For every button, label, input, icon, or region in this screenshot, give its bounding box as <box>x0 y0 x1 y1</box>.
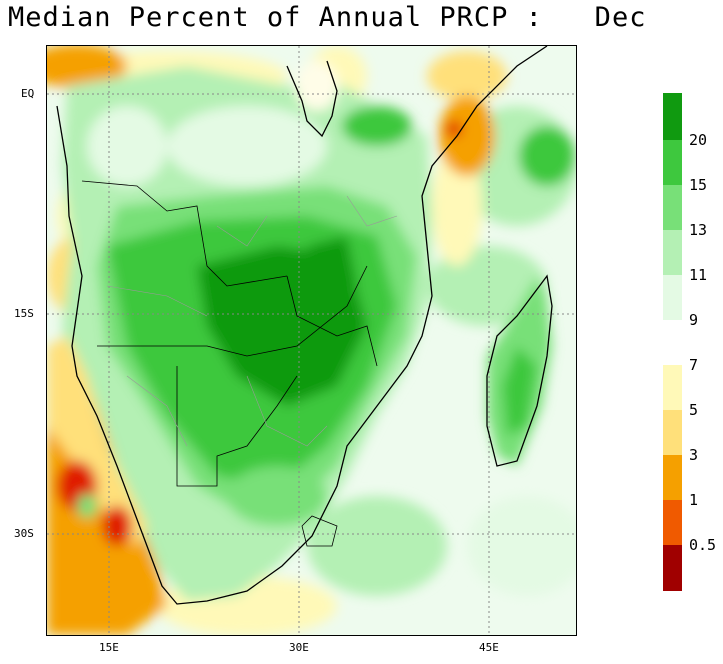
colorbar-label-11: 11 <box>689 266 708 284</box>
colorbar-swatch-11-9 <box>663 275 682 320</box>
colorbar-swatch-1-05 <box>663 500 682 545</box>
colorbar-label-0-5: 0.5 <box>689 536 717 554</box>
colorbar-swatch-15-13 <box>663 185 682 230</box>
lon-label-15e: 15E <box>99 641 119 654</box>
colorbar-label-5: 5 <box>689 401 699 419</box>
colorbar-swatch-13-11 <box>663 230 682 275</box>
colorbar-swatch-7-5 <box>663 365 682 410</box>
colorbar-label-13: 13 <box>689 221 708 239</box>
colorbar-swatch-top <box>663 93 682 140</box>
colorbar-label-9: 9 <box>689 311 699 329</box>
colorbar-swatch-3-1 <box>663 455 682 500</box>
colorbar-label-7: 7 <box>689 356 699 374</box>
colorbar-swatch-20-15 <box>663 140 682 185</box>
colorbar-swatch-5-3 <box>663 410 682 455</box>
coastline <box>56 46 553 605</box>
lat-label-15s: 15S <box>14 307 34 320</box>
colorbar-label-15: 15 <box>689 176 708 194</box>
borders <box>81 180 378 547</box>
lon-label-30e: 30E <box>289 641 309 654</box>
map-title: Median Percent of Annual PRCP : Dec <box>8 2 647 33</box>
internal-borders <box>106 195 398 447</box>
lat-label-eq: EQ <box>21 87 35 100</box>
lat-label-30s: 30S <box>14 527 34 540</box>
colorbar-label-20: 20 <box>689 131 708 149</box>
colorbar-swatch-bottom <box>663 545 682 591</box>
precipitation-map <box>46 45 577 636</box>
lon-label-45e: 45E <box>479 641 499 654</box>
colorbar-label-3: 3 <box>689 446 699 464</box>
colorbar-label-1: 1 <box>689 491 699 509</box>
graticule <box>47 46 576 635</box>
